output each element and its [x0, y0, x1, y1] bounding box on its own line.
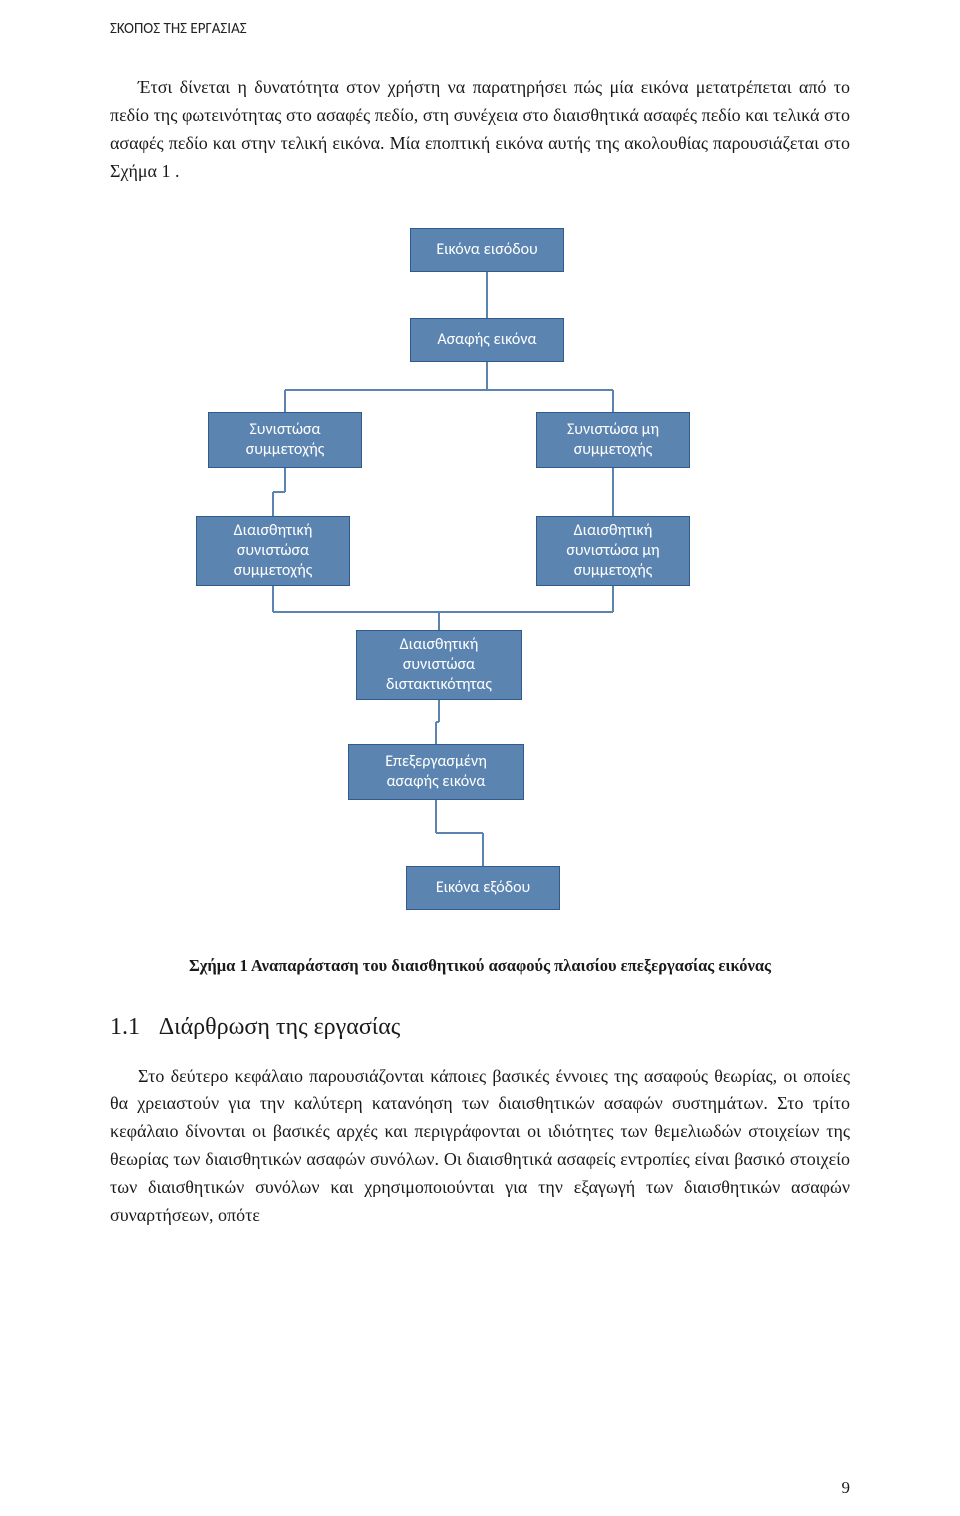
figure-caption: Σχήμα 1 Αναπαράσταση του διαισθητικού ασ… — [110, 956, 850, 976]
flowchart-node: Επεξεργασμένη ασαφής εικόνα — [348, 744, 524, 800]
flowchart-node: Συνιστώσα συμμετοχής — [208, 412, 362, 468]
page-number: 9 — [842, 1478, 851, 1498]
flowchart-node: Ασαφής εικόνα — [410, 318, 564, 362]
section-heading: 1.1 Διάρθρωση της εργασίας — [110, 1014, 850, 1041]
intro-paragraph: Έτσι δίνεται η δυνατότητα στον χρήστη να… — [110, 74, 850, 186]
section-paragraph: Στο δεύτερο κεφάλαιο παρουσιάζονται κάπο… — [110, 1063, 850, 1230]
flowchart-node: Εικόνα εισόδου — [410, 228, 564, 272]
section-number: 1.1 — [110, 1014, 154, 1041]
flowchart-node: Διαισθητική συνιστώσα μη συμμετοχής — [536, 516, 690, 586]
section-title: Διάρθρωση της εργασίας — [159, 1014, 401, 1040]
flowchart-node: Εικόνα εξόδου — [406, 866, 560, 910]
flowchart-node: Διαισθητική συνιστώσα διστακτικότητας — [356, 630, 522, 700]
running-head: ΣΚΟΠΟΣ ΤΗΣ ΕΡΓΑΣΙΑΣ — [110, 20, 850, 38]
flowchart: Εικόνα εισόδου Ασαφής εικόνα Συνιστώσα συμ… — [110, 228, 850, 948]
flowchart-node: Διαισθητική συνιστώσα συμμετοχής — [196, 516, 350, 586]
flowchart-node: Συνιστώσα μη συμμετοχής — [536, 412, 690, 468]
